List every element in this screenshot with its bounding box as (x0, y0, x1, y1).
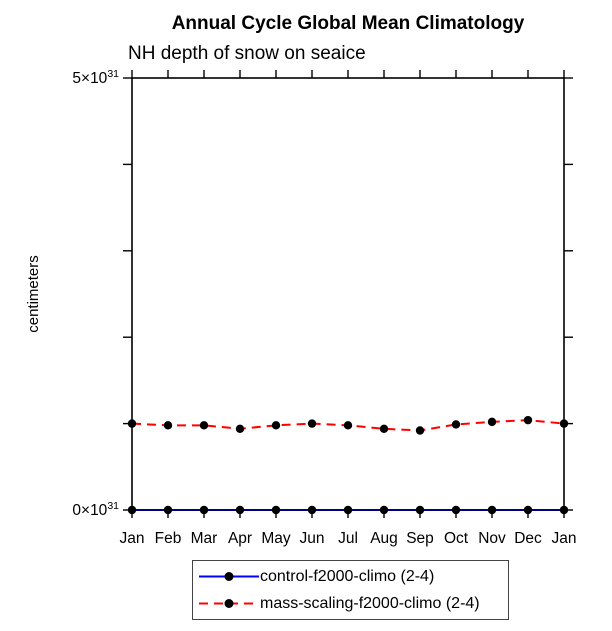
data-point-marker-1 (523, 415, 533, 425)
data-point-marker-1 (451, 420, 461, 429)
data-point-marker-1 (559, 419, 569, 428)
data-point-marker-1 (379, 424, 389, 433)
legend-line-sample-mass-scaling (199, 599, 259, 608)
x-tick-label: May (261, 530, 291, 547)
legend-label-mass-scaling: mass-scaling-f2000-climo (2-4) (260, 595, 480, 612)
data-point-marker-0 (199, 505, 209, 515)
x-tick-label: Dec (514, 530, 542, 547)
axis-frame (131, 77, 565, 511)
x-tick-label: Nov (478, 530, 506, 547)
data-point-marker-0 (343, 505, 353, 515)
y-tick-label: 0×1031 (72, 500, 119, 519)
legend-marker-control-icon (224, 572, 234, 581)
data-point-marker-1 (271, 421, 281, 430)
x-tick-label: Apr (228, 530, 252, 547)
data-point-marker-1 (127, 419, 137, 428)
data-point-marker-0 (379, 505, 389, 515)
data-point-marker-0 (523, 505, 533, 515)
data-point-marker-1 (487, 417, 497, 427)
x-tick-label: Jun (300, 530, 325, 547)
data-point-marker-0 (127, 505, 137, 515)
legend-row-mass-scaling: mass-scaling-f2000-climo (2-4) (198, 592, 508, 616)
legend-label-control: control-f2000-climo (2-4) (260, 568, 435, 585)
legend-row-control: control-f2000-climo (2-4) (198, 565, 508, 589)
x-tick-label: Feb (155, 530, 182, 547)
y-tick-label: 5×1031 (72, 68, 119, 87)
chart-title: Annual Cycle Global Mean Climatology (171, 13, 525, 34)
x-tick-label: Aug (370, 530, 398, 547)
x-tick-label: Jan (552, 530, 577, 547)
data-point-marker-0 (163, 505, 173, 515)
data-point-marker-0 (271, 505, 281, 515)
x-tick-label: Mar (191, 530, 218, 547)
data-point-marker-1 (307, 419, 317, 428)
data-point-marker-1 (199, 421, 209, 430)
x-tick-label: Jan (120, 530, 145, 547)
data-point-marker-0 (235, 505, 245, 515)
legend-marker-mass-scaling-icon (224, 599, 234, 608)
data-point-marker-0 (487, 505, 497, 515)
data-point-marker-0 (559, 505, 569, 515)
data-point-marker-1 (235, 424, 245, 433)
data-point-marker-0 (451, 505, 461, 515)
data-point-marker-1 (163, 421, 173, 430)
data-point-marker-1 (343, 421, 353, 430)
data-point-marker-0 (415, 505, 425, 515)
x-tick-label: Jul (338, 530, 358, 547)
data-point-marker-0 (307, 505, 317, 515)
x-tick-label: Sep (406, 530, 434, 547)
chart-subtitle: NH depth of snow on seaice (128, 43, 366, 64)
legend-box: control-f2000-climo (2-4) mass-scaling-f… (192, 560, 509, 620)
y-axis-title: centimeters (25, 255, 42, 333)
x-tick-label: Oct (444, 530, 469, 547)
data-point-marker-1 (415, 426, 425, 435)
legend-line-sample-control (199, 572, 259, 581)
